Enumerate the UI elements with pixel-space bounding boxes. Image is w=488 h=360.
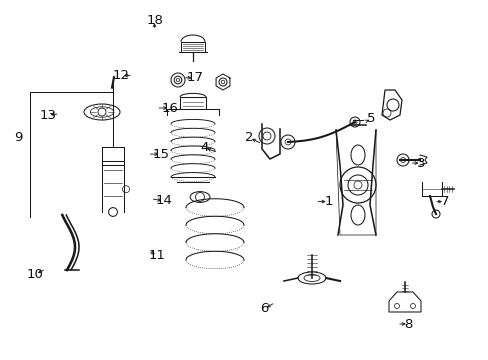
Text: 14: 14 [156,194,172,207]
Text: 16: 16 [162,102,178,114]
Text: 13: 13 [40,109,56,122]
Text: 10: 10 [27,268,43,281]
Text: 12: 12 [113,69,129,82]
Text: 9: 9 [14,131,23,144]
Text: 5: 5 [366,112,375,125]
Text: 18: 18 [146,14,163,27]
Text: 17: 17 [186,71,203,84]
Text: 4: 4 [200,141,208,154]
Text: 2: 2 [244,131,253,144]
Text: 8: 8 [404,318,412,330]
Text: 11: 11 [149,249,165,262]
Text: 6: 6 [259,302,268,315]
Text: 3: 3 [416,157,425,170]
Text: 7: 7 [440,195,448,208]
Text: 1: 1 [324,195,332,208]
Text: 15: 15 [153,148,169,161]
